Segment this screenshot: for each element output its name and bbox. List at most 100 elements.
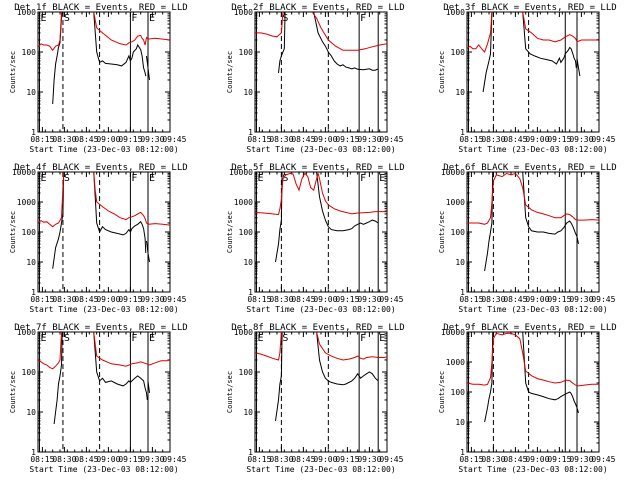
lld-series-line (255, 332, 282, 361)
event-marker-label: F (360, 13, 366, 24)
x-tick-label: 08:45 (291, 135, 315, 144)
event-marker-label: F (131, 333, 137, 344)
lld-series-line (316, 332, 387, 361)
events-series-line (484, 172, 494, 272)
y-tick-label: 10 (243, 258, 253, 267)
y-axis-label: Counts/sec (226, 371, 234, 413)
y-tick-label: 100 (22, 48, 37, 57)
chart-panel: Det 4f BLACK = Events, RED = LLD 1 10 100 10… (9, 163, 188, 314)
event-marker-label: S (282, 333, 288, 344)
events-series-line (147, 380, 150, 393)
x-tick-label: 09:45 (379, 455, 403, 464)
y-tick-label: 100 (239, 368, 254, 377)
x-tick-label: 08:45 (503, 455, 527, 464)
event-marker-label: S (282, 173, 288, 184)
chart-panel: Det 7f BLACK = Events, RED = LLD 1 10 100 10… (9, 323, 188, 474)
x-tick-label: 08:45 (291, 295, 315, 304)
y-tick-label: 1 (248, 288, 253, 297)
y-axis-label: Counts/sec (226, 211, 234, 253)
events-series-line (484, 332, 494, 423)
x-tick-label: 09:30 (569, 295, 593, 304)
x-axis-label: Start Time (23-Dec-03 08:12:00) (246, 305, 395, 314)
y-tick-label: 1 (460, 128, 465, 137)
event-marker-label: E (379, 173, 385, 184)
x-tick-label: 08:15 (30, 135, 54, 144)
x-tick-label: 08:15 (459, 455, 483, 464)
y-tick-label: 10 (243, 88, 253, 97)
chart-panel: Det 8f BLACK = Events, RED = LLD 1 10 100 10… (226, 323, 405, 474)
y-tick-label: 10000 (12, 168, 36, 177)
y-tick-label: 1000 (17, 8, 36, 17)
x-tick-label: 08:30 (481, 295, 505, 304)
x-axis-label: Start Time (23-Dec-03 08:12:00) (458, 145, 607, 154)
x-tick-label: 08:45 (74, 135, 98, 144)
event-marker-label: S (64, 333, 70, 344)
y-tick-label: 1000 (446, 198, 465, 207)
events-series-line (52, 172, 65, 269)
x-tick-label: 08:15 (459, 135, 483, 144)
lld-series-line (93, 172, 170, 226)
chart-panel: Det 5f BLACK = Events, RED = LLD 1 10 100 10… (226, 163, 405, 314)
x-tick-label: 08:15 (30, 295, 54, 304)
plot-frame (466, 171, 600, 293)
x-tick-label: 09:30 (140, 455, 164, 464)
chart-title: Det 5f BLACK = Events, RED = LLD (231, 163, 404, 173)
events-series-line (522, 172, 579, 245)
x-tick-label: 09:45 (162, 295, 186, 304)
y-tick-label: 100 (22, 228, 37, 237)
y-axis-label: Counts/sec (438, 51, 446, 93)
y-tick-label: 100 (451, 228, 466, 237)
y-tick-label: 100 (239, 228, 254, 237)
x-tick-label: 09:15 (335, 295, 359, 304)
y-axis-label: Counts/sec (438, 371, 446, 413)
x-tick-label: 08:30 (52, 295, 76, 304)
x-tick-label: 09:15 (547, 295, 571, 304)
x-tick-label: 09:00 (313, 455, 337, 464)
y-tick-label: 100 (22, 368, 37, 377)
x-axis-label: Start Time (23-Dec-03 08:12:00) (29, 465, 178, 474)
x-tick-label: 09:15 (335, 455, 359, 464)
lld-series-line (38, 172, 65, 228)
chart-title: Det 6f BLACK = Events, RED = LLD (443, 163, 616, 173)
lld-series-line (255, 172, 387, 216)
x-tick-label: 09:00 (525, 455, 549, 464)
plot-frame (466, 331, 600, 453)
y-tick-label: 1 (31, 288, 36, 297)
y-tick-label: 1000 (446, 358, 465, 367)
x-tick-label: 09:15 (118, 135, 142, 144)
x-tick-label: 08:45 (291, 455, 315, 464)
lld-series-line (522, 12, 599, 43)
y-tick-label: 10 (26, 408, 36, 417)
x-tick-label: 09:45 (379, 295, 403, 304)
x-tick-label: 09:30 (569, 455, 593, 464)
x-tick-label: 09:00 (96, 455, 120, 464)
y-tick-label: 1000 (17, 328, 36, 337)
y-tick-label: 10 (26, 258, 36, 267)
lld-series-line (467, 172, 599, 225)
y-tick-label: 1 (460, 288, 465, 297)
y-tick-label: 10000 (229, 168, 253, 177)
y-tick-label: 10 (455, 88, 465, 97)
chart-panel: Det 2f BLACK = Events, RED = LLD 1 10 100 10… (226, 3, 405, 154)
y-tick-label: 100 (239, 48, 254, 57)
x-tick-label: 09:15 (118, 455, 142, 464)
chart-title: Det 7f BLACK = Events, RED = LLD (14, 323, 187, 333)
events-series-line (146, 240, 150, 263)
y-axis-label: Counts/sec (9, 211, 17, 253)
chart-title: Det 3f BLACK = Events, RED = LLD (443, 3, 616, 13)
events-series-line (275, 332, 283, 421)
event-marker-label: E (257, 173, 263, 184)
event-marker-label: E (40, 13, 46, 24)
chart-panel: Det 9f BLACK = Events, RED = LLD 1 10 100 10… (438, 323, 617, 474)
events-series-line (316, 172, 379, 232)
events-series-line (93, 12, 147, 77)
x-tick-label: 09:30 (140, 295, 164, 304)
x-tick-label: 09:00 (525, 295, 549, 304)
x-tick-label: 09:30 (140, 135, 164, 144)
y-axis-label: Counts/sec (9, 51, 17, 93)
x-tick-label: 08:15 (247, 295, 271, 304)
lld-series-line (467, 332, 599, 387)
x-axis-label: Start Time (23-Dec-03 08:12:00) (458, 305, 607, 314)
chart-panel: Det 6f BLACK = Events, RED = LLD 1 10 100 10… (438, 163, 617, 314)
x-axis-label: Start Time (23-Dec-03 08:12:00) (458, 465, 607, 474)
